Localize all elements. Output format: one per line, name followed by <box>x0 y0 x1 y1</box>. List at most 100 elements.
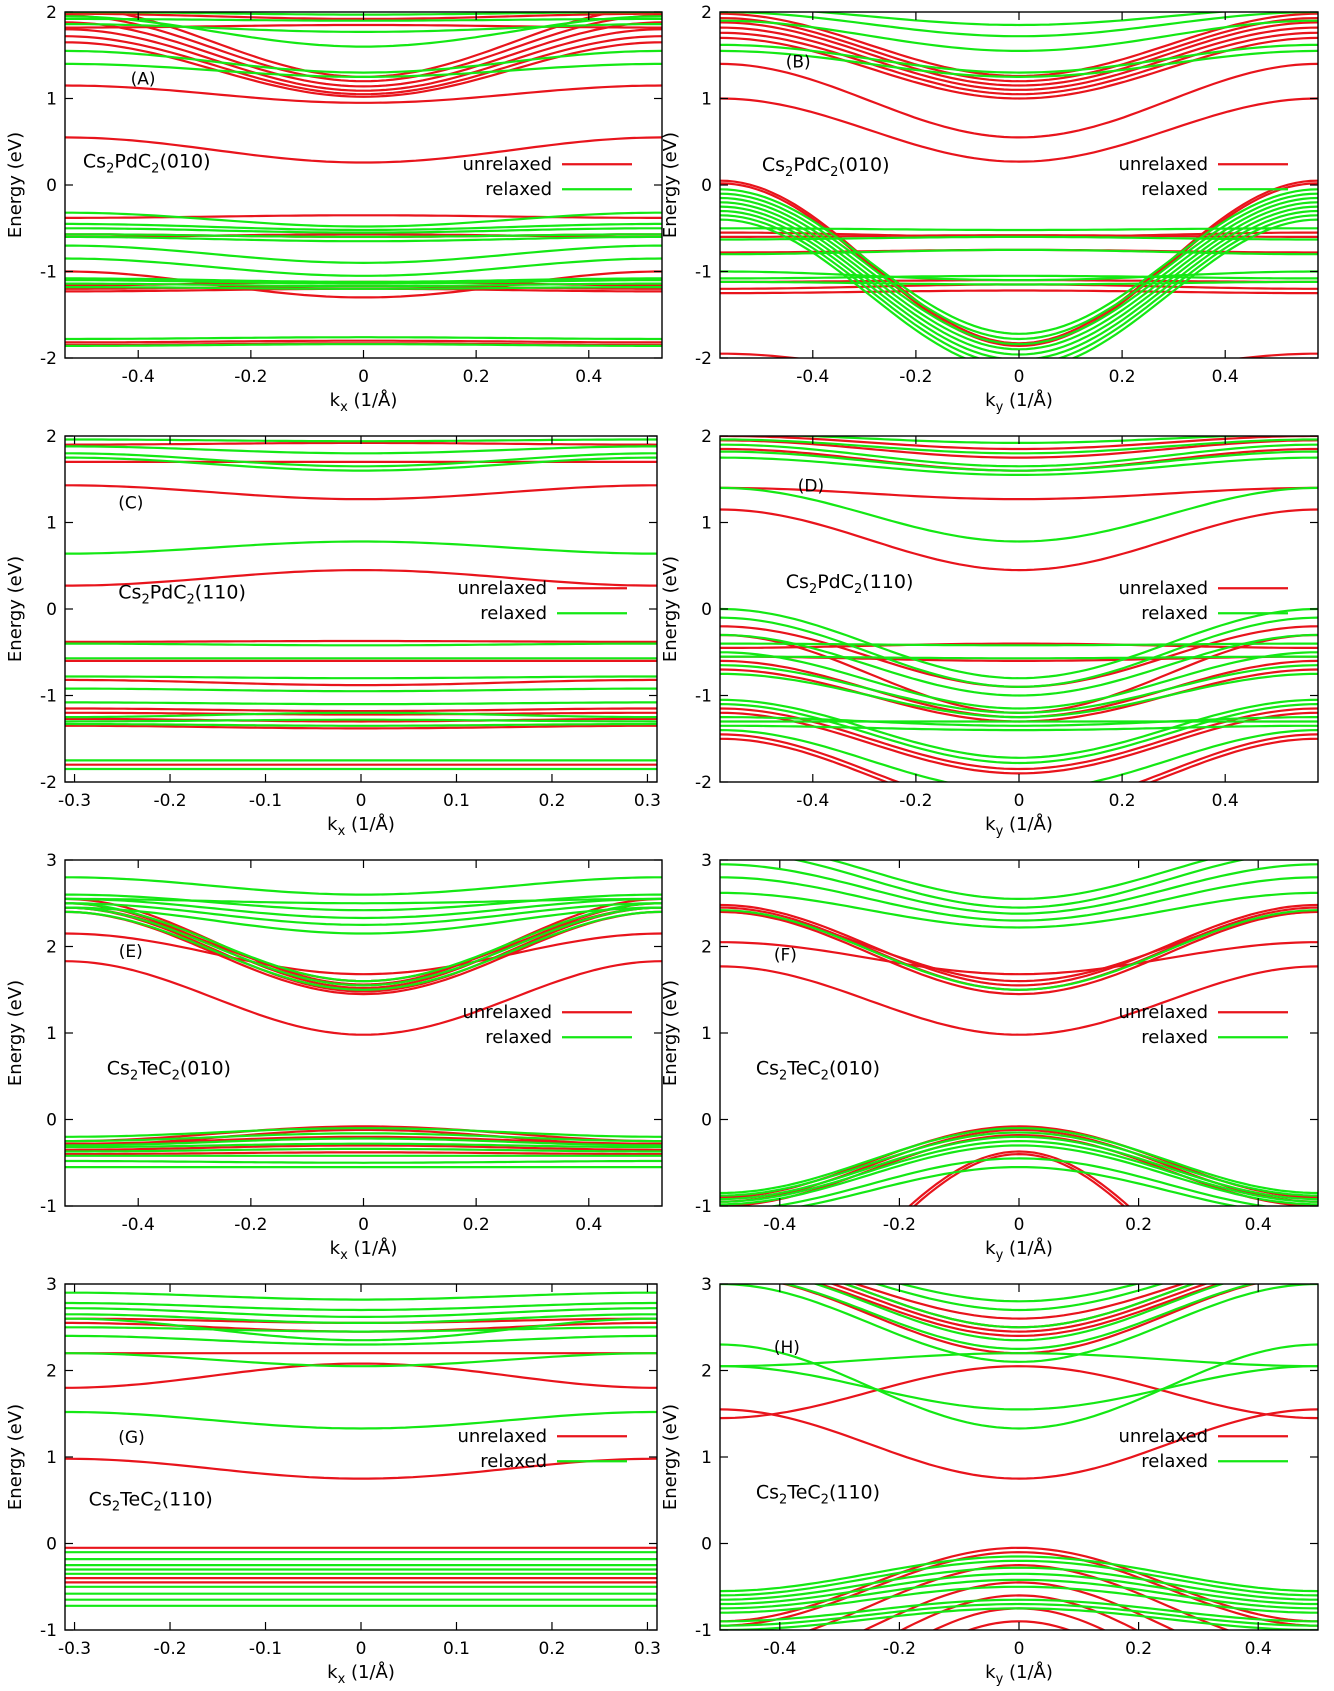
relaxed-band-line <box>65 1291 657 1301</box>
x-tick-label: 0.1 <box>443 791 470 811</box>
legend-unrelaxed-label: unrelaxed <box>1118 578 1208 599</box>
unrelaxed-band-line <box>720 97 1318 163</box>
unrelaxed-band-line <box>720 21 1318 87</box>
relaxed-band-line <box>720 1566 1318 1601</box>
plot-frame <box>64 11 663 359</box>
x-tick-label: 0 <box>1014 367 1025 387</box>
y-axis-label: Energy (eV) <box>660 980 681 1086</box>
x-tick-label: -0.4 <box>796 367 829 387</box>
x-tick-label: 0.2 <box>1109 367 1136 387</box>
material-label: Cs2TeC2(010) <box>756 1058 880 1084</box>
y-tick-label: 1 <box>701 90 712 110</box>
x-tick-label: 0 <box>356 791 367 811</box>
y-tick-label: 3 <box>701 851 712 871</box>
unrelaxed-band-line <box>720 1546 1318 1623</box>
relaxed-band-line <box>65 277 662 283</box>
relaxed-band-line <box>65 1334 657 1346</box>
relaxed-band-line <box>720 1139 1318 1203</box>
relaxed-band-line <box>65 445 657 455</box>
unrelaxed-band-line <box>65 28 662 92</box>
legend-relaxed-label: relaxed <box>1141 1451 1208 1472</box>
relaxed-band-line <box>720 443 1318 468</box>
x-axis-label: ky (1/Å) <box>985 1237 1053 1263</box>
unrelaxed-band-line <box>720 182 1318 348</box>
unrelaxed-band-line <box>65 678 657 687</box>
bands-A <box>65 12 662 347</box>
unrelaxed-band-line <box>65 35 662 96</box>
y-tick-label: -2 <box>40 773 57 793</box>
relaxed-band-line <box>65 711 657 719</box>
unrelaxed-band-line <box>720 179 1318 345</box>
relaxed-band-line <box>65 910 662 991</box>
chart-panel-B: -0.4 -0.2 0 0.2 0.4 -2 -1 0 1 2 ky (1/Å) Energy (eV… <box>660 3 1319 415</box>
relaxed-band-line <box>65 257 662 277</box>
unrelaxed-band-line <box>720 941 1318 976</box>
unrelaxed-band-line <box>720 62 1318 139</box>
unrelaxed-band-line <box>65 569 657 587</box>
relaxed-band-line <box>720 201 1318 351</box>
relaxed-band-line <box>797 1166 1241 1206</box>
unrelaxed-band-line <box>907 1150 1131 1206</box>
y-axis-label: Energy (eV) <box>5 980 26 1086</box>
relaxed-band-line <box>720 642 1318 647</box>
x-tick-label: -0.2 <box>899 791 932 811</box>
relaxed-band-line <box>65 540 657 555</box>
relaxed-band-line <box>720 909 1318 991</box>
relaxed-band-line <box>720 1343 1318 1430</box>
y-tick-label: 1 <box>46 1448 57 1468</box>
y-axis-label: Energy (eV) <box>660 556 681 662</box>
y-axis-label: Energy (eV) <box>5 1404 26 1510</box>
panel-label: (E) <box>119 942 143 962</box>
y-tick-label: -1 <box>695 1197 712 1217</box>
y-tick-label: 0 <box>46 1535 57 1555</box>
x-tick-label: 0 <box>1014 1215 1025 1235</box>
material-label: Cs2PdC2(010) <box>83 151 211 177</box>
x-axis-label: kx (1/Å) <box>330 389 398 415</box>
x-tick-label: 0 <box>358 367 369 387</box>
legend-relaxed-label: relaxed <box>485 179 552 200</box>
x-tick-label: 0.4 <box>575 1215 602 1235</box>
unrelaxed-band-line <box>720 26 1318 91</box>
legend-relaxed-label: relaxed <box>1141 1027 1208 1048</box>
x-tick-label: -0.2 <box>234 367 267 387</box>
unrelaxed-band-line <box>720 737 1318 782</box>
x-tick-label: 0 <box>358 1215 369 1235</box>
y-axis-label: Energy (eV) <box>5 132 26 238</box>
legend-unrelaxed-label: unrelaxed <box>462 154 552 175</box>
unrelaxed-band-line <box>842 1284 1196 1329</box>
y-tick-label: -2 <box>40 349 57 369</box>
relaxed-band-line <box>791 860 1247 909</box>
unrelaxed-band-line <box>65 639 657 643</box>
relaxed-band-line <box>720 456 1318 476</box>
y-tick-label: 1 <box>701 1448 712 1468</box>
legend-unrelaxed-label: unrelaxed <box>457 1426 547 1447</box>
relaxed-band-line <box>720 1284 1318 1363</box>
relaxed-band-line <box>65 897 662 920</box>
chart-panel-E: -0.4 -0.2 0 0.2 0.4 -1 0 1 2 3 kx (1/Å) Energy (eV)… <box>5 851 663 1263</box>
y-tick-label: -2 <box>695 773 712 793</box>
y-tick-label: 1 <box>46 1024 57 1044</box>
relaxed-band-line <box>65 456 657 472</box>
relaxed-band-line <box>720 274 1318 280</box>
unrelaxed-band-line <box>65 84 662 104</box>
relaxed-band-line <box>720 1607 1318 1630</box>
x-tick-label: 0 <box>356 1639 367 1659</box>
relaxed-band-line <box>65 1410 657 1430</box>
y-axis-label: Energy (eV) <box>660 1404 681 1510</box>
relaxed-band-line <box>720 1585 1318 1614</box>
unrelaxed-band-line <box>852 1284 1186 1320</box>
unrelaxed-band-line <box>720 508 1318 572</box>
unrelaxed-band-line <box>65 724 657 730</box>
bands-B <box>720 12 1318 358</box>
y-tick-label: 0 <box>701 1535 712 1555</box>
material-label: Cs2TeC2(110) <box>756 1482 880 1508</box>
bands-H <box>720 1284 1318 1630</box>
panel-label: (G) <box>118 1428 144 1448</box>
relaxed-band-line <box>65 23 662 33</box>
relaxed-band-line <box>65 722 657 727</box>
legend-unrelaxed-label: unrelaxed <box>1118 1426 1208 1447</box>
unrelaxed-band-line <box>720 733 1318 782</box>
relaxed-band-line <box>65 15 662 48</box>
y-tick-label: 2 <box>46 938 57 958</box>
relaxed-band-line <box>720 49 1318 79</box>
